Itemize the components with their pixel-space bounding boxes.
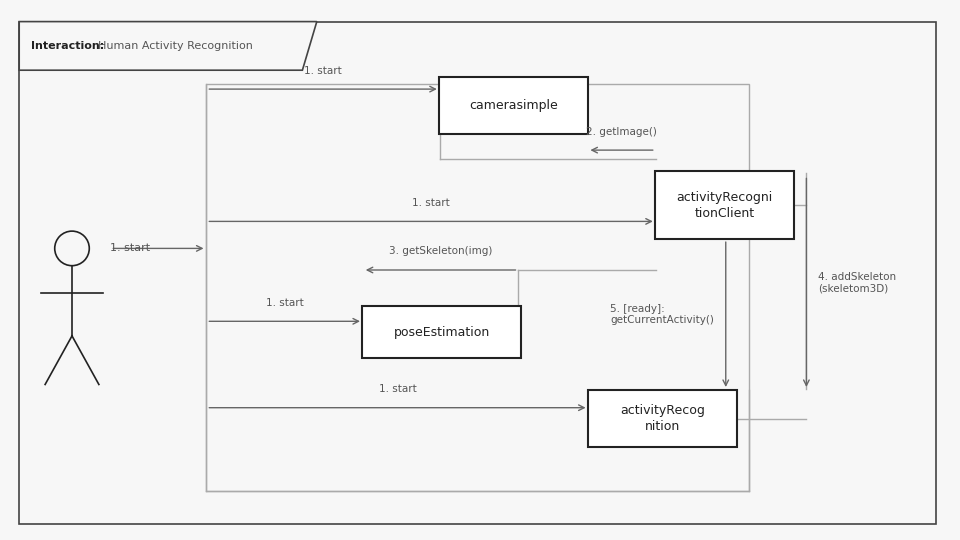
Text: 1. start: 1. start [110,244,151,253]
Bar [655,172,795,239]
Bar [440,77,588,134]
Text: 1. start: 1. start [412,198,450,208]
Ellipse shape [55,231,89,266]
Polygon shape [19,22,317,70]
Text: Interaction:: Interaction: [31,41,104,51]
Text: poseEstimation: poseEstimation [394,326,490,339]
Bar [362,307,520,357]
Bar [206,84,749,491]
Text: 4. addSkeleton
(skeletom3D): 4. addSkeleton (skeletom3D) [818,272,896,294]
Text: 3. getSkeleton(img): 3. getSkeleton(img) [389,246,492,256]
Bar [588,390,737,447]
Text: 5. [ready]:
getCurrentActivity(): 5. [ready]: getCurrentActivity() [611,303,714,325]
Text: 1. start: 1. start [266,298,303,308]
Text: 2. getImage(): 2. getImage() [587,126,657,137]
Text: activityRecogni
tionClient: activityRecogni tionClient [677,191,773,220]
Text: 1. start: 1. start [378,384,417,394]
Text: activityRecog
nition: activityRecog nition [620,404,705,433]
Text: 1. start: 1. start [304,65,342,76]
Text: Human Activity Recognition: Human Activity Recognition [98,41,252,51]
Text: camerasimple: camerasimple [469,99,558,112]
